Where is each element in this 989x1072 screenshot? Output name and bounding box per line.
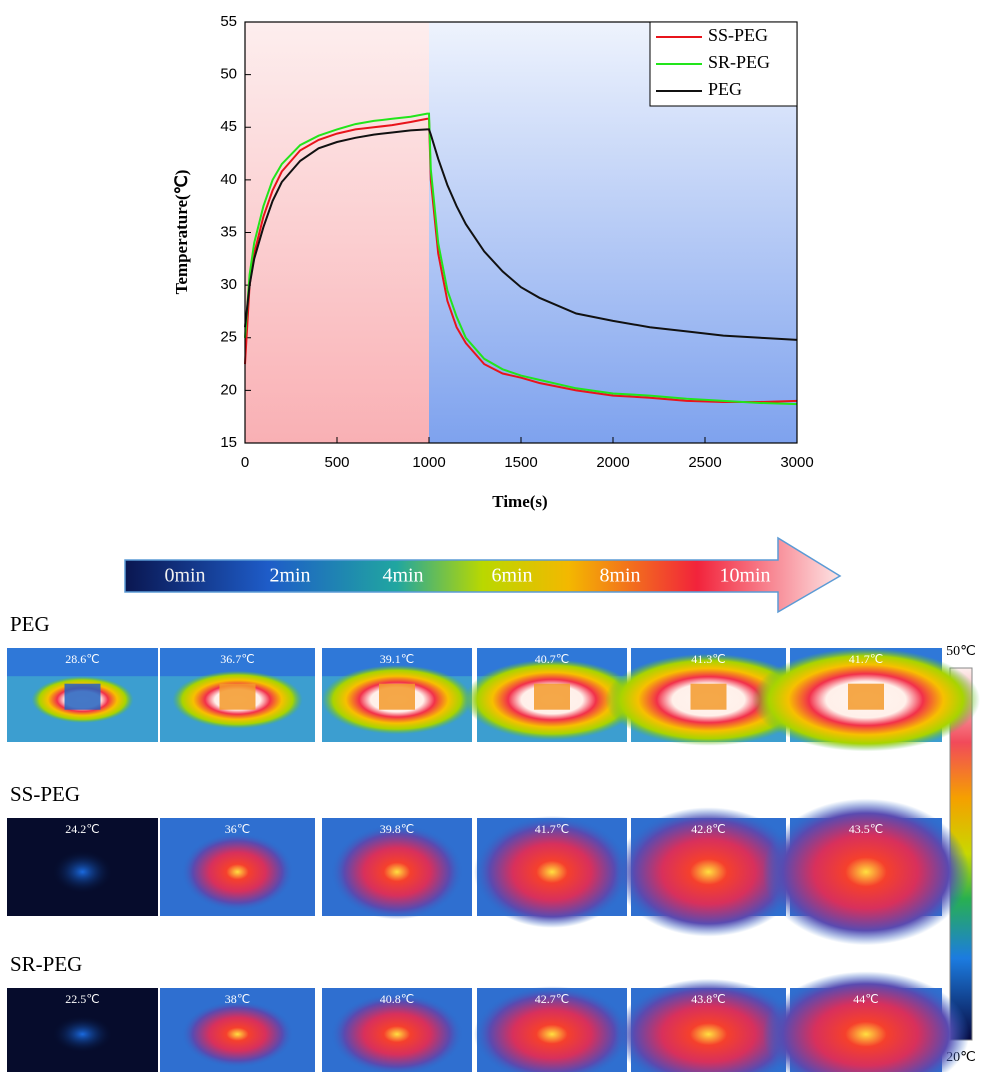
- plot-frame: [244, 21, 798, 444]
- temperature-label: 41.3℃: [691, 652, 725, 666]
- y-tick-label: 55: [220, 13, 237, 30]
- temperature-label: 42.7℃: [535, 992, 569, 1006]
- temperature-label: 41.7℃: [849, 652, 883, 666]
- temperature-label: 39.1℃: [380, 652, 414, 666]
- temperature-label: 38℃: [225, 992, 250, 1006]
- heating-region: [245, 22, 429, 443]
- sample: [64, 683, 101, 710]
- hot-zone: [181, 833, 294, 911]
- x-tick-label: 1500: [504, 454, 537, 471]
- hot-zone: [181, 1000, 294, 1068]
- y-tick-label: 25: [220, 329, 237, 346]
- y-tick-label: 50: [220, 66, 237, 83]
- thermal-image: [762, 971, 970, 1072]
- timeline-label: 8min: [599, 565, 640, 587]
- timeline-label: 6min: [491, 565, 532, 587]
- y-tick-label: 15: [220, 434, 237, 451]
- timeline-label: 0min: [164, 565, 205, 587]
- temperature-label: 42.8℃: [691, 822, 725, 836]
- sample: [534, 683, 570, 710]
- hot-zone: [762, 971, 970, 1072]
- series-line: [244, 128, 798, 341]
- thermal-image: [474, 986, 630, 1072]
- row-label: SS-PEG: [10, 782, 80, 806]
- thermal-image: [160, 988, 315, 1072]
- temperature-label: 36℃: [225, 822, 250, 836]
- hot-zone: [52, 850, 113, 894]
- temperature-label: 22.5℃: [65, 992, 99, 1006]
- x-tick-label: 2500: [688, 454, 721, 471]
- series-line: [244, 117, 798, 403]
- hot-zone: [474, 986, 630, 1072]
- timeline-label: 4min: [382, 565, 423, 587]
- plot: 15 20 25 30 35 40 45 50 55 0 500 1000 1500 2000 2500 30…: [220, 13, 813, 471]
- sample: [848, 683, 884, 710]
- color-bar-max: 50℃: [946, 644, 976, 659]
- hot-zone: [615, 978, 802, 1072]
- x-tick-label: 1000: [412, 454, 445, 471]
- timeline-label: 2min: [269, 565, 310, 587]
- x-tick-label: 0: [241, 454, 249, 471]
- hot-zone: [52, 1015, 113, 1053]
- timeline-label: 10min: [719, 565, 770, 587]
- thermal-image: [7, 648, 158, 742]
- temperature-label: 43.5℃: [849, 822, 883, 836]
- temperature-label: 40.8℃: [380, 992, 414, 1006]
- thermal-image: [7, 818, 158, 916]
- sample: [219, 683, 256, 710]
- x-tick-label: 2000: [596, 454, 629, 471]
- hot-zone: [762, 798, 970, 946]
- thermal-image: [615, 807, 802, 937]
- sample: [690, 683, 727, 710]
- temperature-label: 28.6℃: [65, 652, 99, 666]
- y-tick-label: 40: [220, 171, 237, 188]
- hot-zone: [615, 807, 802, 937]
- row-label: SR-PEG: [10, 952, 82, 976]
- temperature-label: 39.8℃: [380, 822, 414, 836]
- legend-label: PEG: [708, 79, 742, 99]
- legend-label: SS-PEG: [708, 25, 768, 45]
- temperature-label: 40.7℃: [535, 652, 569, 666]
- x-axis-title: Time(s): [492, 492, 547, 511]
- thermal-image: [160, 818, 315, 916]
- hot-zone: [331, 993, 463, 1072]
- thermal-image: [752, 648, 980, 752]
- thermal-image: [474, 815, 630, 928]
- temperature-label: 43.8℃: [691, 992, 725, 1006]
- temperature-label: 24.2℃: [65, 822, 99, 836]
- series-line: [244, 112, 798, 406]
- legend-label: SR-PEG: [708, 52, 770, 72]
- y-tick-label: 20: [220, 381, 237, 398]
- y-tick-label: 30: [220, 276, 237, 293]
- hot-zone: [474, 815, 630, 928]
- thermal-image: [322, 818, 472, 920]
- thermal-image: [160, 648, 315, 742]
- time-arrow: [124, 536, 842, 614]
- thermal-image: [464, 648, 640, 742]
- y-axis-title: Temperature(℃): [172, 170, 191, 295]
- temperature-label: 36.7℃: [220, 652, 254, 666]
- x-tick-label: 500: [324, 454, 349, 471]
- row-label: PEG: [10, 612, 50, 636]
- y-tick-label: 35: [220, 223, 237, 240]
- thermal-image: [322, 988, 472, 1072]
- thermal-image: [615, 978, 802, 1072]
- temperature-label: 41.7℃: [535, 822, 569, 836]
- hot-zone: [331, 824, 463, 920]
- temperature-label: 44℃: [853, 992, 878, 1006]
- thermal-image: [7, 988, 158, 1072]
- thermal-image: [762, 798, 970, 946]
- x-tick-label: 3000: [780, 454, 813, 471]
- thermal-image: [321, 648, 473, 742]
- y-tick-label: 45: [220, 118, 237, 135]
- sample: [379, 683, 415, 710]
